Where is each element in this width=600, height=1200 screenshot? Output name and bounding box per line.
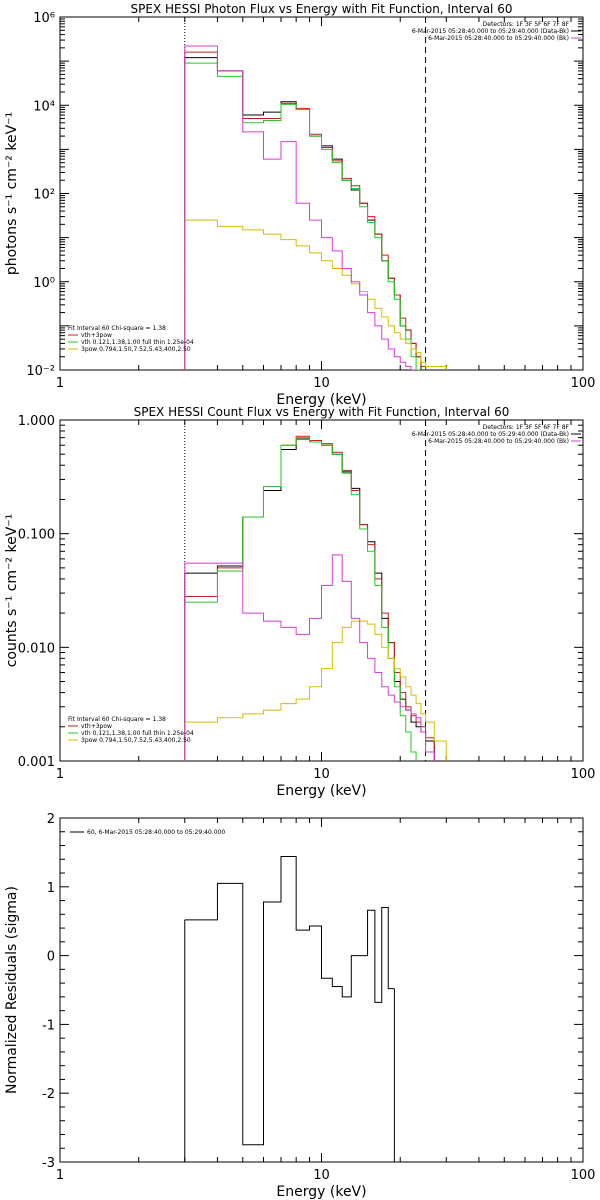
y-tick-label: 1: [47, 881, 55, 896]
series-line-alt: [184, 45, 417, 370]
fit-legend-label: 3pow 0.794,1.50,7.52,5.43,400,2.50: [81, 737, 191, 744]
series-line-3pow: [184, 219, 447, 370]
header-annotation: 6-Mar-2015 05:28:40.000 to 05:29:40.000 …: [412, 28, 569, 35]
x-tick-label: 10: [313, 376, 330, 391]
y-tick-label: 10²: [33, 188, 55, 203]
header-annotation: 6-Mar-2015 05:28:40.000 to 05:29:40.000 …: [412, 431, 569, 438]
fit-legend-label: vth 0.121,1.38,1.00 full thin 1.25e-04: [81, 730, 194, 737]
y-tick-label: -1: [42, 1018, 55, 1033]
series-line-alt: [184, 554, 435, 761]
fit-legend-label: 3pow 0.794,1.50,7.52,5.43,400,2.50: [81, 346, 191, 353]
y-axis-label: Normalized Residuals (sigma): [4, 886, 20, 1094]
fit-legend-label: vth+3pow: [81, 332, 112, 339]
series-line-data-bk: [184, 57, 427, 370]
plot-panel-1: 1 10 100 10⁻² 10⁰ 10² 10⁴ 10⁶ SPEX HESSI Photon …: [4, 2, 596, 408]
y-axis-label: counts s⁻¹ cm⁻² keV⁻¹: [4, 514, 20, 668]
y-tick-label: 10⁴: [33, 99, 55, 114]
y-tick-label: 10⁻²: [26, 364, 55, 379]
x-tick-label: 1: [56, 1168, 64, 1183]
chart-title: SPEX HESSI Photon Flux vs Energy with Fi…: [131, 2, 513, 16]
x-tick-label: 10: [313, 1168, 330, 1183]
residual-legend-label: 60, 6-Mar-2015 05:28:40.000 to 05:29:40.…: [87, 829, 225, 836]
plot-area: [184, 856, 395, 1162]
header-annotation: 6-Mar-2015 05:28:40.000 to 05:29:40.000 …: [428, 438, 569, 445]
x-tick-label: 100: [571, 376, 596, 391]
series-line-residuals: [184, 856, 395, 1146]
x-tick-label: 1: [56, 376, 64, 391]
series-line-vth-3pow: [184, 51, 427, 370]
y-axis-label: photons s⁻¹ cm⁻² keV⁻¹: [4, 112, 20, 275]
plot-area: [184, 420, 447, 761]
series-line-vth: [184, 62, 422, 370]
axes-frame: [59, 16, 584, 371]
header-annotation: Detectors: 1F 3F 5F 6F 7F 8F: [483, 424, 570, 431]
plot-panel-2: 1 10 100 0.001 0.010 0.100 1.000 SPEX HESSI Cou…: [4, 405, 596, 799]
y-tick-label: 0.001: [18, 755, 55, 770]
fit-legend-label: vth+3pow: [81, 723, 112, 730]
plot-panel-3: 1 10 100 -3 -2 -1 0 1 2 Energy (keV) Normalized Re…: [4, 812, 595, 1200]
axes-frame: [59, 817, 584, 1163]
y-tick-label: 10⁶: [33, 11, 55, 26]
y-tick-label: -2: [42, 1087, 55, 1102]
x-axis-label: Energy (keV): [276, 1184, 366, 1200]
plot-area: [184, 17, 447, 370]
y-tick-label: -3: [42, 1156, 55, 1171]
y-tick-label: 0.010: [18, 641, 55, 656]
y-tick-label: 0.100: [18, 528, 55, 543]
x-axis-label: Energy (keV): [276, 783, 366, 799]
fit-legend-label: Fit Interval 60 Chi-square = 1.38: [68, 716, 166, 723]
x-tick-label: 1: [56, 767, 64, 782]
series-line-vth: [184, 437, 417, 761]
chart-title: SPEX HESSI Count Flux vs Energy with Fit…: [134, 405, 510, 419]
y-tick-label: 0: [47, 950, 55, 965]
y-tick-label: 10⁰: [33, 276, 55, 291]
fit-legend-label: Fit Interval 60 Chi-square = 1.38: [68, 325, 166, 332]
x-tick-label: 10: [313, 767, 330, 782]
x-tick-label: 100: [571, 767, 596, 782]
x-axis-label: Energy (keV): [276, 392, 366, 408]
fit-legend-label: vth 0.121,1.38,1.00 full thin 1.25e-04: [81, 339, 194, 346]
header-annotation: 6-Mar-2015 05:28:40.000 to 05:29:40.000 …: [428, 35, 569, 42]
x-tick-label: 100: [571, 1168, 596, 1183]
y-tick-label: 2: [47, 812, 55, 827]
header-annotation: Detectors: 1F 3F 5F 6F 7F 8F: [483, 21, 570, 28]
series-line-3pow: [184, 620, 447, 761]
y-tick-label: 1.000: [18, 414, 55, 429]
